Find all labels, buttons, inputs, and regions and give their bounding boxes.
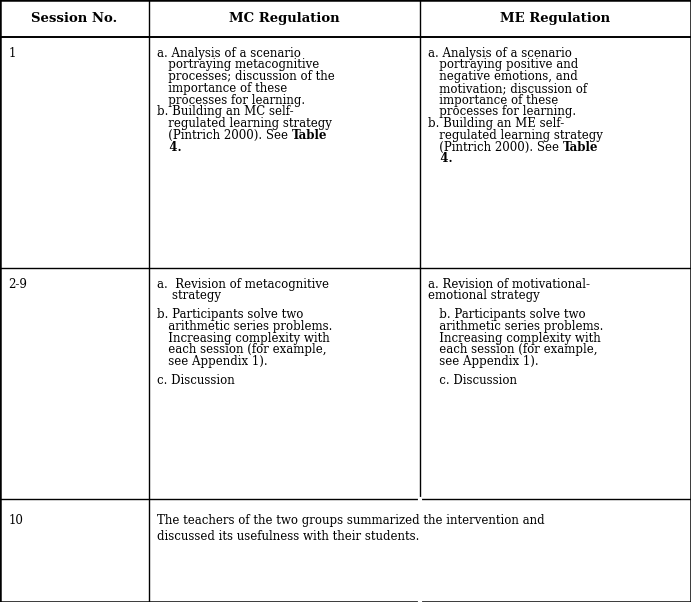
Text: 1: 1	[8, 46, 16, 60]
Text: importance of these: importance of these	[158, 82, 287, 95]
Text: 2-9: 2-9	[8, 278, 27, 291]
Text: arithmetic series problems.: arithmetic series problems.	[158, 320, 332, 333]
Text: discussed its usefulness with their students.: discussed its usefulness with their stud…	[158, 530, 419, 542]
Text: MC Regulation: MC Regulation	[229, 12, 340, 25]
Text: a. Analysis of a scenario: a. Analysis of a scenario	[428, 46, 572, 60]
Text: negative emotions, and: negative emotions, and	[428, 70, 578, 83]
Text: strategy: strategy	[158, 290, 221, 302]
Text: portraying metacognitive: portraying metacognitive	[158, 58, 319, 72]
Text: b. Participants solve two: b. Participants solve two	[158, 308, 303, 321]
Text: processes; discussion of the: processes; discussion of the	[158, 70, 335, 83]
Text: arithmetic series problems.: arithmetic series problems.	[428, 320, 603, 333]
Text: 4.: 4.	[428, 152, 453, 166]
Text: motivation; discussion of: motivation; discussion of	[428, 82, 587, 95]
Text: Session No.: Session No.	[31, 12, 117, 25]
Text: ME Regulation: ME Regulation	[500, 12, 611, 25]
Text: b. Participants solve two: b. Participants solve two	[428, 308, 586, 321]
Text: The teachers of the two groups summarized the intervention and: The teachers of the two groups summarize…	[158, 514, 545, 527]
Text: c. Discussion: c. Discussion	[158, 374, 235, 386]
Text: 4.: 4.	[158, 140, 182, 154]
Text: portraying positive and: portraying positive and	[428, 58, 578, 72]
Text: each session (for example,: each session (for example,	[428, 343, 598, 356]
Text: a. Revision of motivational-: a. Revision of motivational-	[428, 278, 590, 291]
Text: b. Building an MC self-: b. Building an MC self-	[158, 105, 294, 119]
Text: each session (for example,: each session (for example,	[158, 343, 327, 356]
Text: Table: Table	[563, 140, 598, 154]
Text: (Pintrich 2000). See: (Pintrich 2000). See	[428, 140, 563, 154]
Text: (Pintrich 2000). See: (Pintrich 2000). See	[158, 129, 292, 142]
Text: processes for learning.: processes for learning.	[158, 93, 305, 107]
Text: Table: Table	[292, 129, 328, 142]
Text: 10: 10	[8, 514, 23, 527]
Text: Increasing complexity with: Increasing complexity with	[158, 332, 330, 344]
Text: Increasing complexity with: Increasing complexity with	[428, 332, 601, 344]
Text: importance of these: importance of these	[428, 93, 558, 107]
Text: see Appendix 1).: see Appendix 1).	[158, 355, 268, 368]
Text: c. Discussion: c. Discussion	[428, 374, 517, 386]
Text: b. Building an ME self-: b. Building an ME self-	[428, 117, 565, 130]
Text: a. Analysis of a scenario: a. Analysis of a scenario	[158, 46, 301, 60]
Text: regulated learning strategy: regulated learning strategy	[428, 129, 603, 142]
Text: a.  Revision of metacognitive: a. Revision of metacognitive	[158, 278, 329, 291]
Text: processes for learning.: processes for learning.	[428, 105, 576, 119]
Text: see Appendix 1).: see Appendix 1).	[428, 355, 539, 368]
Text: emotional strategy: emotional strategy	[428, 290, 540, 302]
Text: regulated learning strategy: regulated learning strategy	[158, 117, 332, 130]
